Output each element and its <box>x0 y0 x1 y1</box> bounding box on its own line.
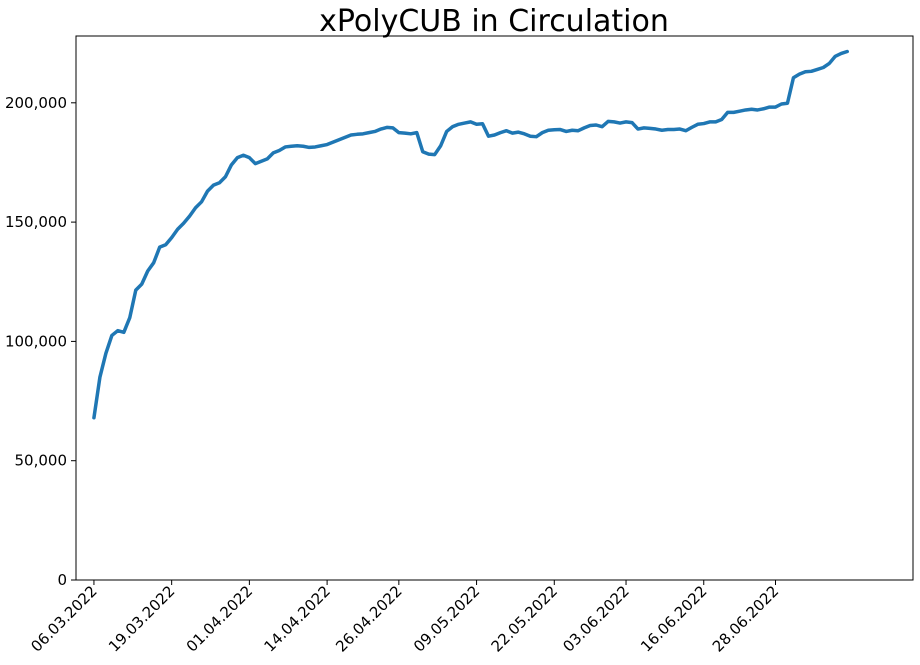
y-tick-label: 200,000 <box>5 94 67 112</box>
x-tick-label: 28.06.2022 <box>709 582 782 655</box>
x-tick-label: 14.04.2022 <box>260 582 333 655</box>
y-tick-label: 150,000 <box>5 213 67 231</box>
x-tick-label: 01.04.2022 <box>183 582 256 655</box>
y-axis: 0 50,000 100,000 150,000 200,000 <box>5 94 76 589</box>
series-line <box>92 49 849 420</box>
x-tick-label: 03.06.2022 <box>559 582 632 655</box>
y-tick-label: 0 <box>57 571 67 589</box>
x-axis: 06.03.2022 19.03.2022 01.04.2022 14.04.2022… <box>27 580 782 656</box>
plot-frame <box>75 35 914 581</box>
y-tick-label: 50,000 <box>15 452 68 470</box>
chart-title: xPolyCUB in Circulation <box>319 4 669 39</box>
x-tick-label: 09.05.2022 <box>410 582 483 655</box>
x-tick-label: 26.04.2022 <box>332 582 405 655</box>
x-tick-label: 19.03.2022 <box>105 582 178 655</box>
x-tick-label: 22.05.2022 <box>488 582 561 655</box>
x-tick-label: 06.03.2022 <box>27 582 100 655</box>
y-tick-label: 100,000 <box>5 332 67 350</box>
x-tick-label: 16.06.2022 <box>637 582 710 655</box>
